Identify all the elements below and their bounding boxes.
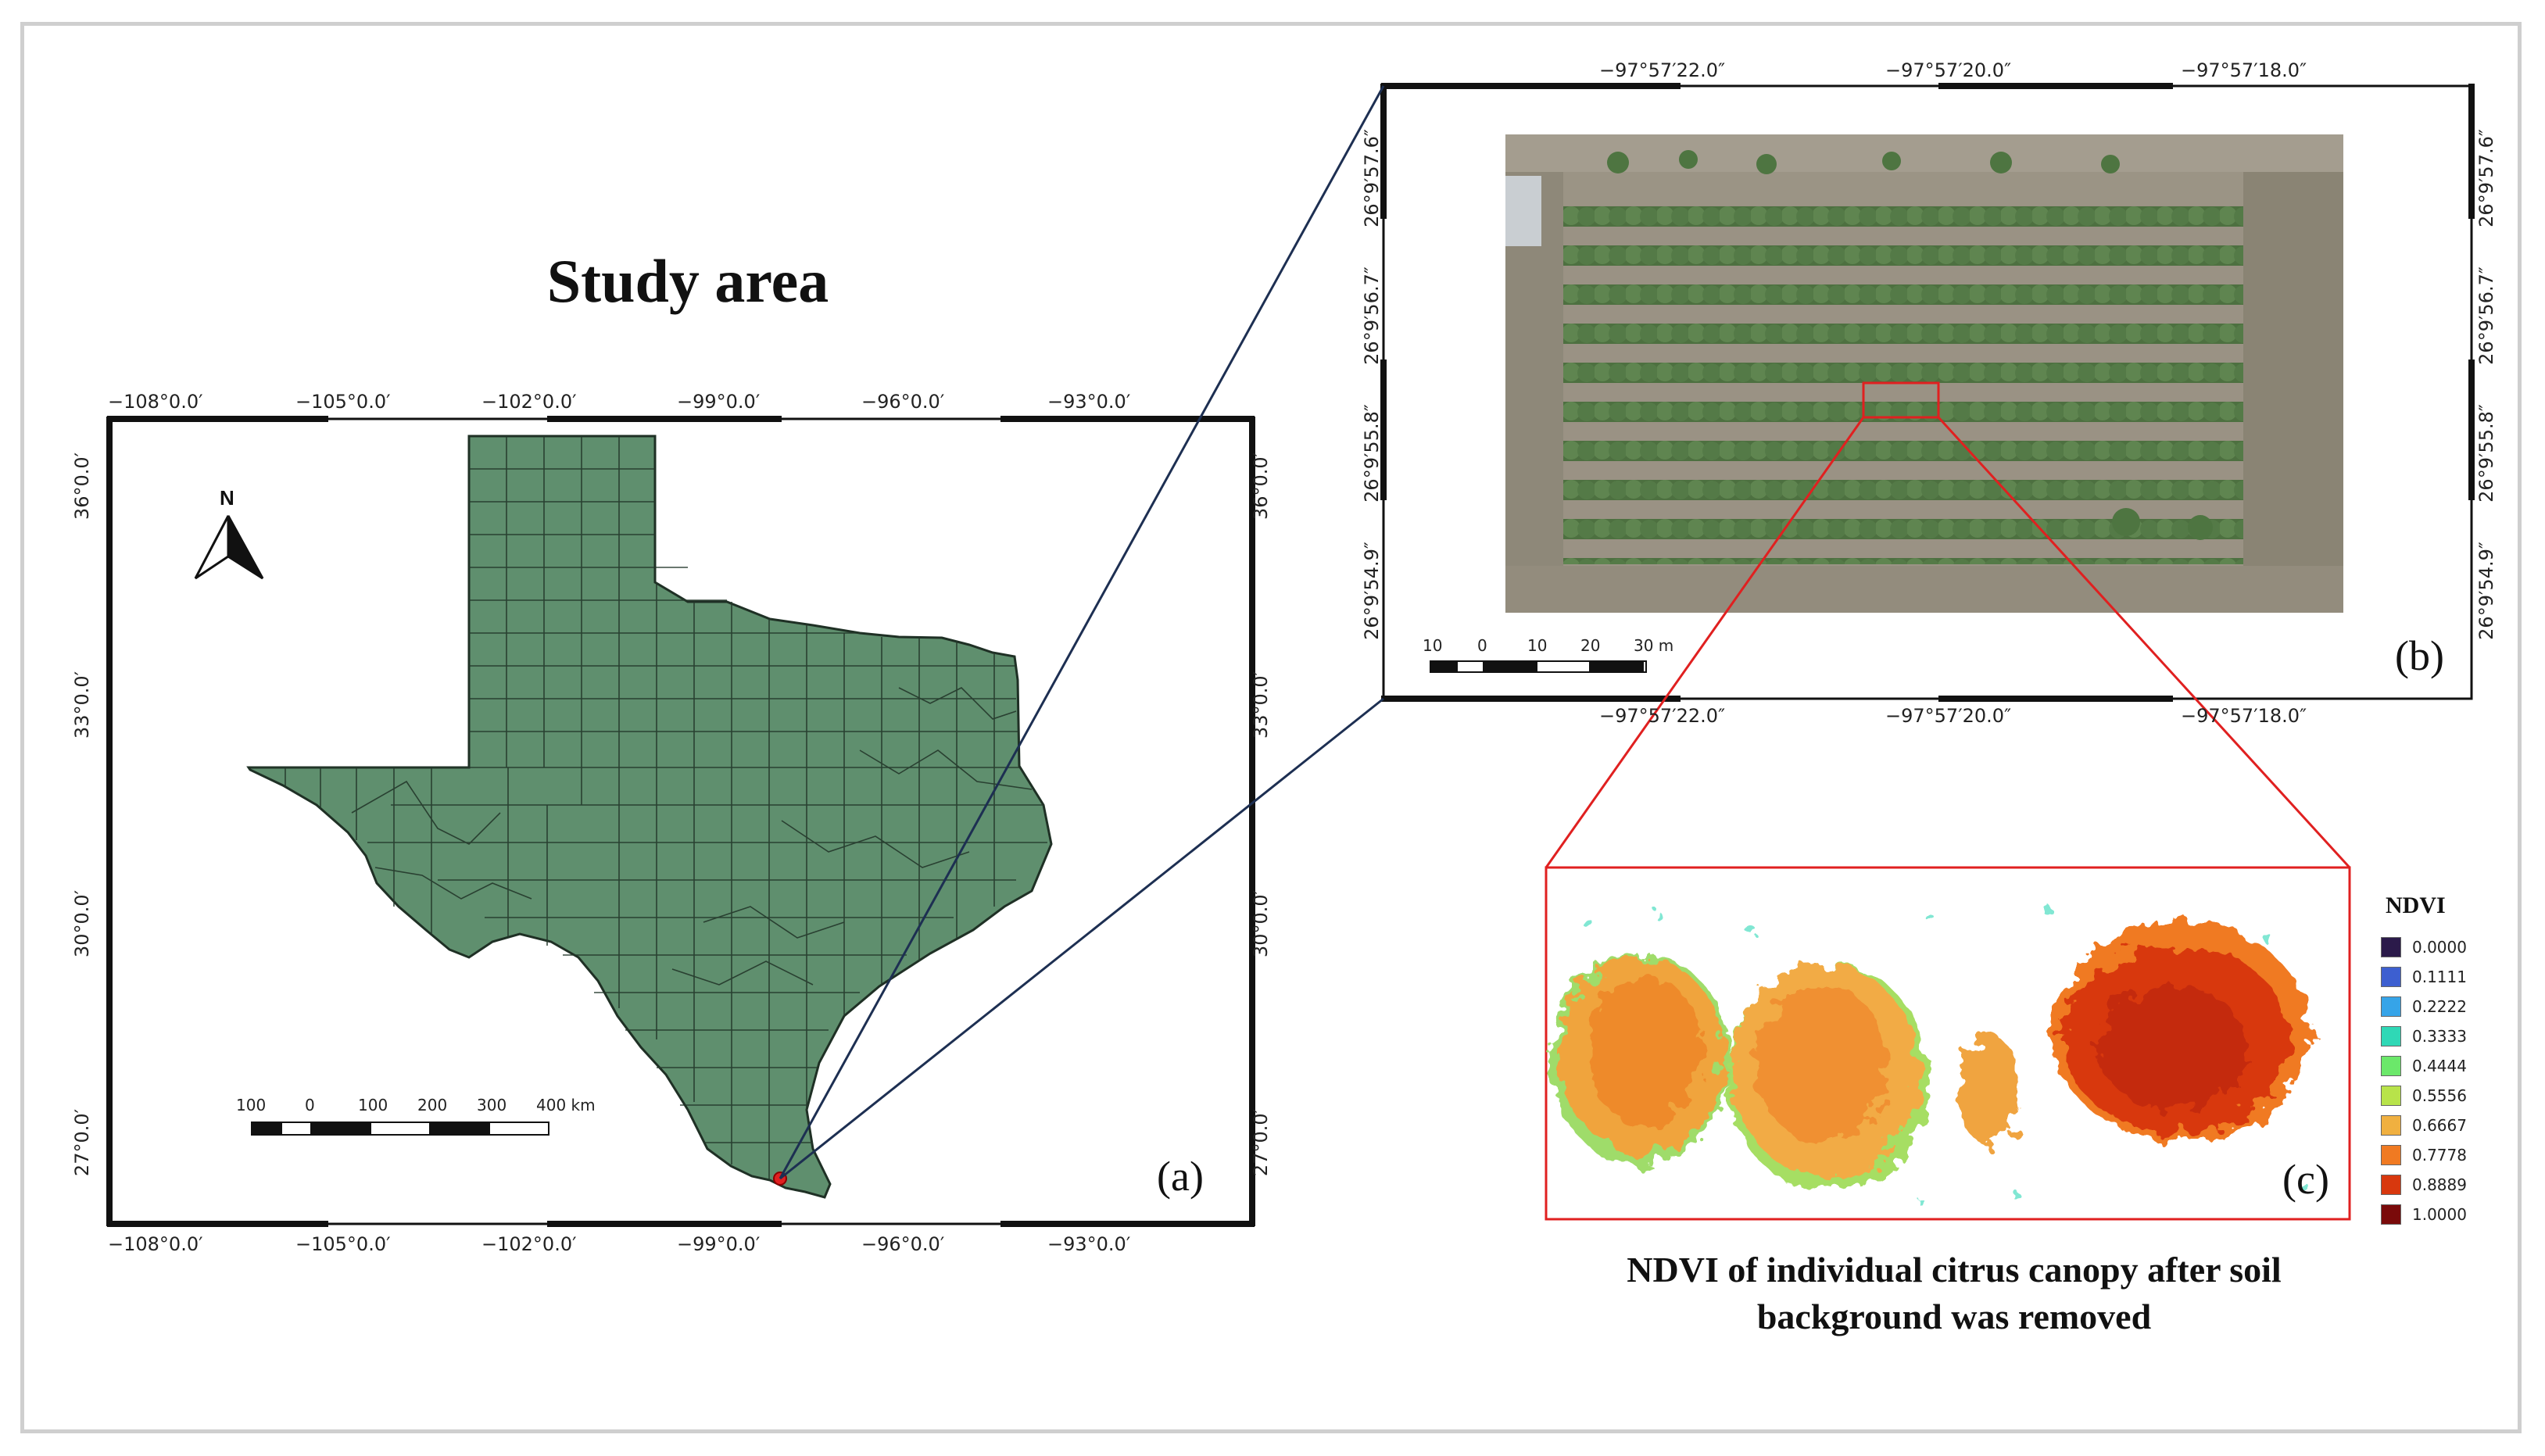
legend-swatch (2381, 1204, 2401, 1225)
texas-map (246, 435, 1053, 1199)
panel-a-right-tick: 36°0.0′ (1250, 452, 1272, 521)
panel-b-label: (b) (2395, 632, 2444, 679)
legend-swatch (2381, 1056, 2401, 1076)
panel-a-top-tick: −108°0.0′ (108, 391, 203, 413)
scale-a-label: 100 (236, 1096, 267, 1114)
scale-b-label: 10 (1527, 636, 1548, 655)
panel-b-bottom-tick: −97°57′20.0″ (1885, 705, 2012, 727)
legend-label: 0.8889 (2412, 1175, 2467, 1194)
legend-item: 0.2222 (2381, 994, 2467, 1019)
legend-item: 1.0000 (2381, 1202, 2467, 1227)
legend-label: 0.7778 (2412, 1146, 2467, 1164)
panel-a-bottom-tick: −105°0.0′ (295, 1233, 391, 1255)
scale-b-label: 30 m (1634, 636, 1674, 655)
highlight-box-b (1862, 381, 1940, 419)
legend-item: 0.8889 (2381, 1172, 2467, 1197)
scale-bar-a (251, 1122, 549, 1136)
legend-label: 0.3333 (2412, 1027, 2467, 1046)
scale-bar-b (1430, 660, 1647, 673)
ndvi-caption-line1: NDVI of individual citrus canopy after s… (1627, 1250, 2282, 1290)
legend-swatch (2381, 937, 2401, 957)
panel-a-right-tick: 33°0.0′ (1250, 671, 1272, 739)
panel-b-bottom-tick: −97°57′22.0″ (1599, 705, 1726, 727)
panel-a-bottom-tick: −93°0.0′ (1047, 1233, 1131, 1255)
scale-b-label: 10 (1423, 636, 1443, 655)
panel-b-right-tick: 26°9′57.6″ (2475, 129, 2497, 227)
panel-a-right-tick: 30°0.0′ (1250, 889, 1272, 958)
panel-a-top-tick: −102°0.0′ (481, 391, 577, 413)
legend-item: 0.4444 (2381, 1054, 2467, 1079)
panel-b-bottom-tick: −97°57′18.0″ (2181, 705, 2307, 727)
panel-c-label: (c) (2282, 1156, 2329, 1203)
texas-outline (246, 435, 1053, 1199)
panel-a-left-tick: 36°0.0′ (71, 452, 94, 521)
legend-label: 0.1111 (2412, 968, 2467, 986)
legend-title: NDVI (2386, 893, 2446, 918)
panel-b-top-tick: −97°57′22.0″ (1599, 59, 1726, 81)
panel-b-right-tick: 26°9′54.9″ (2475, 542, 2497, 640)
panel-a-top-tick: −96°0.0′ (861, 391, 945, 413)
legend-label: 0.6667 (2412, 1116, 2467, 1135)
panel-a-top-tick: −99°0.0′ (677, 391, 761, 413)
panel-a-left-tick: 27°0.0′ (71, 1108, 94, 1177)
scale-a-label: 100 (358, 1096, 388, 1114)
ndvi-caption-line2: background was removed (1756, 1297, 2152, 1336)
legend-label: 1.0000 (2412, 1205, 2467, 1224)
panel-b-right-tick: 26°9′56.7″ (2475, 267, 2497, 365)
legend-item: 0.0000 (2381, 935, 2467, 960)
connector-lines-a-b (779, 85, 1385, 1180)
panel-b-top-tick: −97°57′18.0″ (2181, 59, 2307, 81)
panel-a-bottom-tick: −96°0.0′ (861, 1233, 945, 1255)
scale-b-label: 20 (1580, 636, 1601, 655)
legend-item: 0.3333 (2381, 1024, 2467, 1049)
scale-a-label: 400 km (536, 1096, 596, 1114)
panel-b-left-tick: 26°9′57.6″ (1360, 129, 1383, 227)
legend-item: 0.7778 (2381, 1143, 2467, 1168)
panel-a-top-tick: −93°0.0′ (1047, 391, 1131, 413)
panel-a-bottom-tick: −108°0.0′ (108, 1233, 203, 1255)
orchard-aerial-image (1505, 134, 2343, 613)
scale-a-label: 0 (305, 1096, 315, 1114)
study-area-title: Study area (546, 247, 829, 315)
panel-a-bottom-tick: −99°0.0′ (677, 1233, 761, 1255)
legend-item: 0.5556 (2381, 1083, 2467, 1108)
scale-a-label: 300 (477, 1096, 507, 1114)
legend-swatch (2381, 1026, 2401, 1046)
legend-swatch (2381, 1086, 2401, 1106)
legend-swatch (2381, 1145, 2401, 1165)
panel-a-left-tick: 33°0.0′ (71, 671, 94, 739)
scale-b-label: 0 (1477, 636, 1487, 655)
panel-a-label: (a) (1157, 1153, 1204, 1200)
north-arrow-icon (194, 515, 264, 580)
panel-b-left-tick: 26°9′54.9″ (1360, 542, 1383, 640)
legend-label: 0.2222 (2412, 997, 2467, 1016)
north-label: N (220, 486, 234, 510)
scale-a-label: 200 (417, 1096, 448, 1114)
connector-lines-b-c (1545, 416, 2351, 869)
panel-b-left-tick: 26°9′56.7″ (1360, 267, 1383, 365)
legend-label: 0.4444 (2412, 1057, 2467, 1075)
panel-a-top-tick: −105°0.0′ (295, 391, 391, 413)
legend-swatch (2381, 1115, 2401, 1136)
legend-label: 0.0000 (2412, 938, 2467, 957)
panel-b-right-tick: 26°9′55.8″ (2475, 404, 2497, 503)
legend-swatch (2381, 996, 2401, 1017)
panel-a-right-tick: 27°0.0′ (1250, 1108, 1272, 1177)
ndvi-canopy-image (1550, 906, 2310, 1207)
panel-b-top-tick: −97°57′20.0″ (1885, 59, 2012, 81)
legend-item: 0.1111 (2381, 964, 2467, 989)
legend-swatch (2381, 967, 2401, 987)
panel-a-left-tick: 30°0.0′ (71, 889, 94, 958)
legend-label: 0.5556 (2412, 1086, 2467, 1105)
panel-b-left-tick: 26°9′55.8″ (1360, 404, 1383, 503)
legend-item: 0.6667 (2381, 1113, 2467, 1138)
panel-a-bottom-tick: −102°0.0′ (481, 1233, 577, 1255)
legend-swatch (2381, 1175, 2401, 1195)
